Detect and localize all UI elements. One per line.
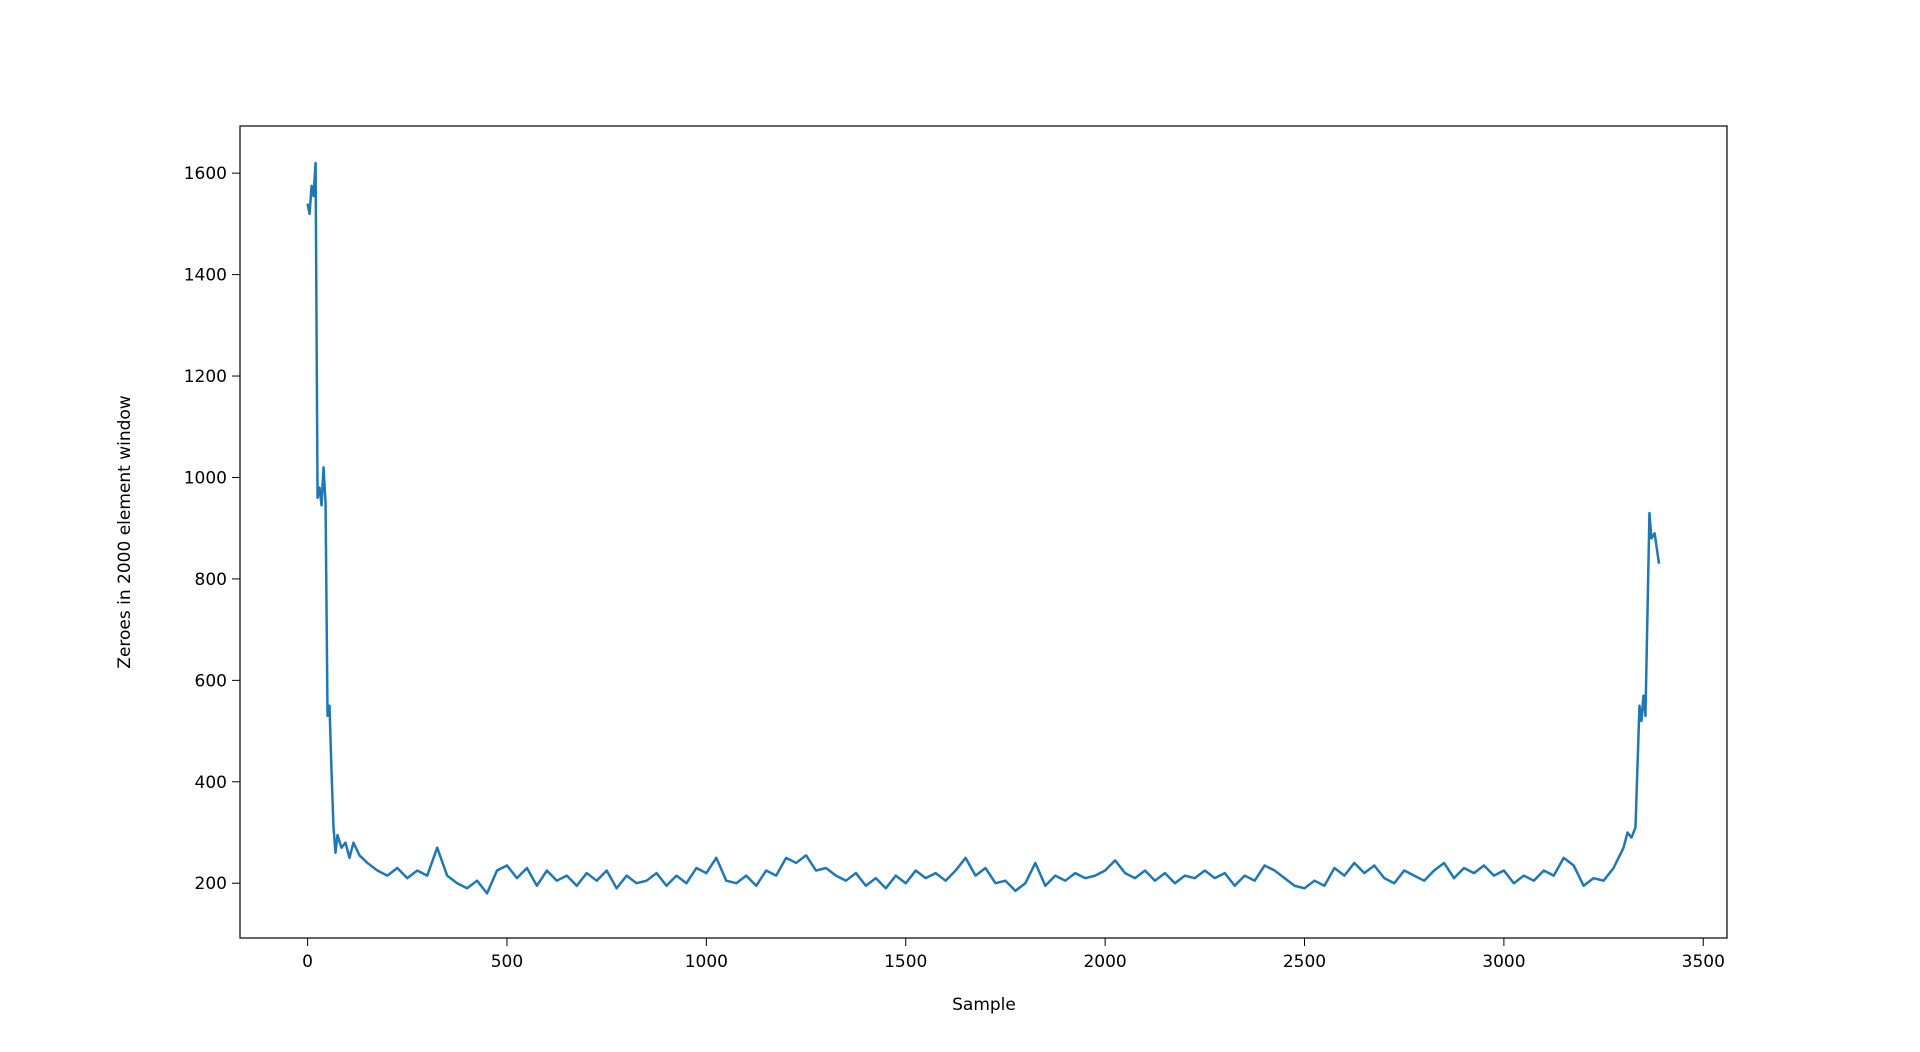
x-tick-label: 3500 <box>1682 952 1725 972</box>
y-tick-label: 800 <box>195 570 227 590</box>
y-tick-label: 400 <box>195 773 227 793</box>
x-axis-label: Sample <box>952 995 1016 1015</box>
y-axis-label: Zeroes in 2000 element window <box>115 395 135 669</box>
x-tick-label: 500 <box>491 952 523 972</box>
y-tick-label: 200 <box>195 874 227 894</box>
plot-frame <box>239 125 1728 939</box>
x-tick-label: 2500 <box>1283 952 1326 972</box>
x-tick-label: 1000 <box>685 952 728 972</box>
y-tick-label: 600 <box>195 671 227 691</box>
x-tick-label: 2000 <box>1083 952 1126 972</box>
y-tick-label: 1600 <box>184 164 227 184</box>
y-tick-label: 1200 <box>184 367 227 387</box>
y-tick-label: 1000 <box>184 468 227 488</box>
x-tick-label: 3000 <box>1482 952 1525 972</box>
x-tick-label: 0 <box>302 952 313 972</box>
y-tick-label: 1400 <box>184 266 227 286</box>
data-line <box>306 161 1661 895</box>
x-tick-label: 1500 <box>884 952 927 972</box>
